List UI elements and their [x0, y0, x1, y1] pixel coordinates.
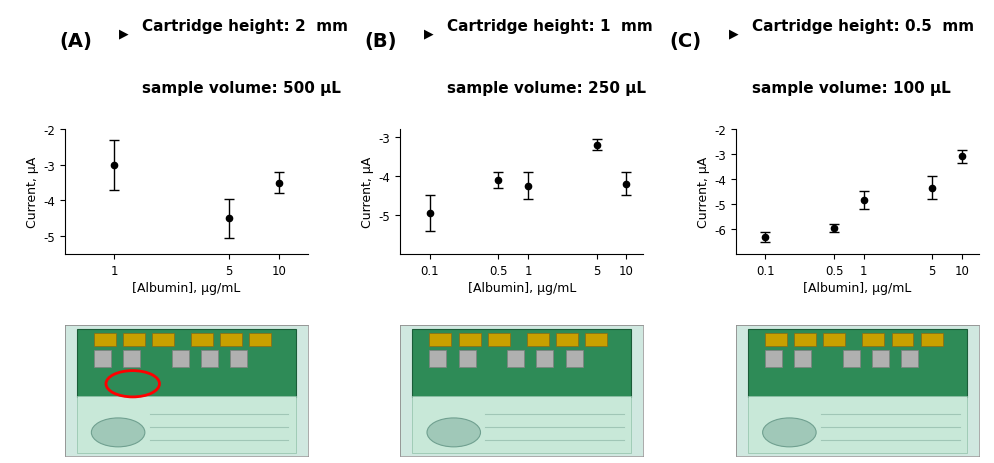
FancyBboxPatch shape [556, 333, 578, 346]
FancyBboxPatch shape [65, 325, 308, 456]
FancyBboxPatch shape [863, 333, 885, 346]
FancyBboxPatch shape [429, 333, 451, 346]
FancyBboxPatch shape [230, 350, 248, 367]
FancyBboxPatch shape [488, 333, 510, 346]
Y-axis label: Current, μA: Current, μA [362, 156, 375, 228]
FancyBboxPatch shape [794, 333, 816, 346]
FancyBboxPatch shape [413, 329, 631, 397]
Y-axis label: Current, μA: Current, μA [697, 156, 710, 228]
X-axis label: [Albumin], μg/mL: [Albumin], μg/mL [803, 282, 911, 294]
FancyBboxPatch shape [123, 350, 140, 367]
Text: Cartridge height: 1  mm: Cartridge height: 1 mm [447, 19, 653, 33]
FancyBboxPatch shape [172, 350, 189, 367]
FancyBboxPatch shape [527, 333, 549, 346]
Text: ▶: ▶ [424, 28, 433, 41]
FancyBboxPatch shape [765, 350, 782, 367]
FancyBboxPatch shape [152, 333, 174, 346]
FancyBboxPatch shape [892, 333, 913, 346]
FancyBboxPatch shape [249, 333, 271, 346]
Text: sample volume: 500 μL: sample volume: 500 μL [142, 81, 341, 96]
FancyBboxPatch shape [823, 333, 845, 346]
Text: (C): (C) [669, 32, 702, 51]
FancyBboxPatch shape [201, 350, 218, 367]
FancyBboxPatch shape [794, 350, 811, 367]
FancyBboxPatch shape [191, 333, 213, 346]
Text: (B): (B) [365, 32, 397, 51]
FancyBboxPatch shape [537, 350, 554, 367]
FancyBboxPatch shape [77, 329, 295, 397]
Text: Cartridge height: 2  mm: Cartridge height: 2 mm [142, 19, 348, 33]
FancyBboxPatch shape [507, 350, 524, 367]
FancyBboxPatch shape [566, 350, 582, 367]
Text: sample volume: 100 μL: sample volume: 100 μL [751, 81, 950, 96]
FancyBboxPatch shape [765, 333, 787, 346]
Ellipse shape [762, 418, 816, 447]
X-axis label: [Albumin], μg/mL: [Albumin], μg/mL [132, 282, 241, 294]
Text: ▶: ▶ [729, 28, 739, 41]
FancyBboxPatch shape [221, 333, 243, 346]
FancyBboxPatch shape [920, 333, 942, 346]
FancyBboxPatch shape [748, 396, 967, 453]
FancyBboxPatch shape [401, 325, 643, 456]
Text: Cartridge height: 0.5  mm: Cartridge height: 0.5 mm [751, 19, 974, 33]
FancyBboxPatch shape [413, 396, 631, 453]
FancyBboxPatch shape [902, 350, 918, 367]
FancyBboxPatch shape [585, 333, 607, 346]
Text: ▶: ▶ [119, 28, 129, 41]
FancyBboxPatch shape [429, 350, 446, 367]
FancyBboxPatch shape [736, 325, 979, 456]
FancyBboxPatch shape [458, 333, 480, 346]
FancyBboxPatch shape [93, 350, 110, 367]
FancyBboxPatch shape [123, 333, 145, 346]
FancyBboxPatch shape [843, 350, 860, 367]
FancyBboxPatch shape [748, 329, 967, 397]
Ellipse shape [91, 418, 145, 447]
FancyBboxPatch shape [458, 350, 476, 367]
X-axis label: [Albumin], μg/mL: [Albumin], μg/mL [467, 282, 577, 294]
FancyBboxPatch shape [872, 350, 889, 367]
Y-axis label: Current, μA: Current, μA [26, 156, 39, 228]
Ellipse shape [427, 418, 480, 447]
FancyBboxPatch shape [93, 333, 115, 346]
FancyBboxPatch shape [77, 396, 295, 453]
Text: sample volume: 250 μL: sample volume: 250 μL [447, 81, 646, 96]
Text: (A): (A) [60, 32, 92, 51]
